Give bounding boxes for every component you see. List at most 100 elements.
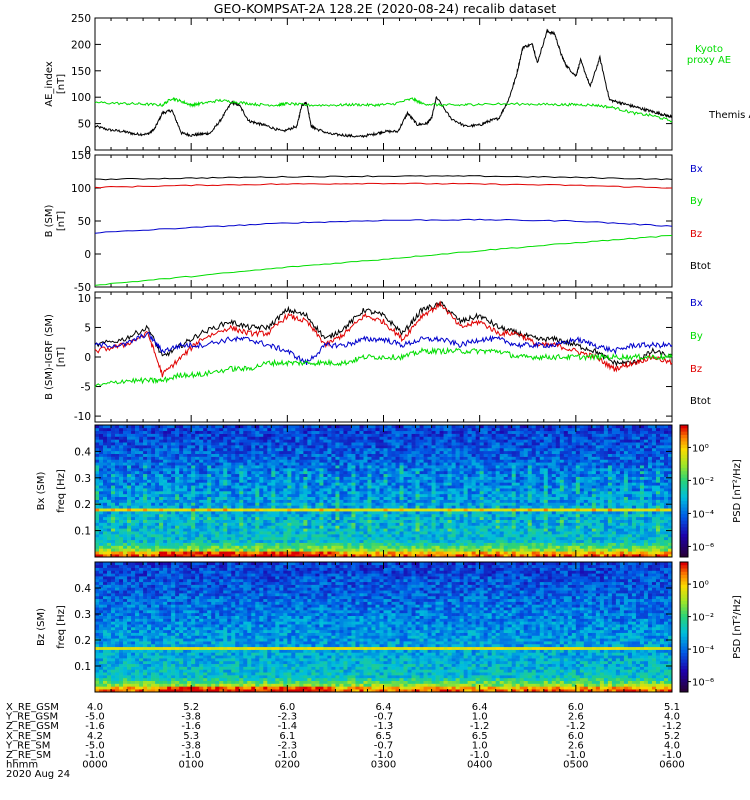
spectrogram-cell xyxy=(463,470,468,475)
spectrogram-cell xyxy=(415,522,420,526)
spectrogram-cell xyxy=(407,548,412,552)
spectrogram-cell xyxy=(375,536,380,541)
spectrogram-cell xyxy=(487,531,492,535)
spectrogram-cell xyxy=(167,430,172,434)
spectrogram-cell xyxy=(103,436,108,440)
spectrogram-cell xyxy=(483,439,488,443)
spectrogram-cell xyxy=(99,508,104,512)
spectrogram-cell xyxy=(195,436,200,440)
spectrogram-cell xyxy=(371,430,376,434)
spectrogram-cell xyxy=(107,456,112,460)
spectrogram-cell xyxy=(451,479,456,483)
spectrogram-cell xyxy=(203,554,208,558)
spectrogram-cell xyxy=(175,465,180,469)
spectrogram-cell xyxy=(183,439,188,443)
spectrogram-cell xyxy=(267,430,272,434)
spectrogram-cell xyxy=(283,531,288,535)
spectrogram-cell xyxy=(411,433,416,437)
spectrogram-cell xyxy=(395,450,400,454)
spectrogram-cell xyxy=(183,542,188,546)
spectrogram-cell xyxy=(175,459,180,463)
spectrogram-cell xyxy=(235,430,240,434)
spectrogram-cell xyxy=(371,551,376,555)
spectrogram-cell xyxy=(151,450,156,454)
spectrogram-cell xyxy=(231,425,236,429)
spectrogram-cell xyxy=(491,430,496,434)
spectrogram-cell xyxy=(187,465,192,469)
spectrogram-cell xyxy=(311,508,316,512)
spectrogram-cell xyxy=(479,468,484,472)
spectrogram-cell xyxy=(127,459,132,463)
spectrogram-cell xyxy=(431,536,436,541)
spectrogram-cell xyxy=(367,433,372,437)
spectrogram-cell xyxy=(155,459,160,463)
spectrogram-cell xyxy=(99,476,104,480)
spectrogram-cell xyxy=(419,462,424,466)
spectrogram-cell xyxy=(103,513,108,518)
spectrogram-cell xyxy=(175,539,180,543)
spectrogram-cell xyxy=(107,488,112,492)
spectrogram-cell xyxy=(451,465,456,469)
spectrogram-cell xyxy=(367,470,372,475)
spectrogram-cell xyxy=(275,485,280,489)
spectrogram-cell xyxy=(279,534,284,538)
spectrogram-cell xyxy=(347,536,352,541)
spectrogram-cell xyxy=(475,473,480,477)
spectrogram-cell xyxy=(311,488,316,492)
spectrogram-cell xyxy=(415,485,420,489)
spectrogram-cell xyxy=(387,516,392,520)
spectrogram-cell xyxy=(327,528,332,532)
legend-entry: Bz xyxy=(690,364,702,375)
spectrogram-cell xyxy=(235,439,240,443)
spectrogram-cell xyxy=(263,459,268,463)
spectrogram-cell xyxy=(95,542,100,546)
spectrogram-cell xyxy=(427,493,432,498)
spectrogram-cell xyxy=(323,465,328,469)
spectrogram-cell xyxy=(211,485,216,489)
spectrogram-cell xyxy=(187,470,192,475)
spectrogram-cell xyxy=(95,425,100,429)
spectrogram-cell xyxy=(139,519,144,523)
spectrogram-cell xyxy=(399,488,404,492)
spectrogram-cell xyxy=(139,445,144,449)
spectrogram-cell xyxy=(347,548,352,552)
spectrogram-cell xyxy=(191,493,196,498)
spectrogram-cell xyxy=(195,425,200,429)
spectrogram-cell xyxy=(331,542,336,546)
spectrogram-cell xyxy=(159,536,164,541)
spectrogram-cell xyxy=(355,459,360,463)
spectrogram-cell xyxy=(491,459,496,463)
spectrogram-cell xyxy=(363,516,368,520)
spectrogram-cell xyxy=(199,496,204,500)
spectrogram-cell xyxy=(383,502,388,506)
spectrogram-cell xyxy=(151,551,156,555)
spectrogram-cell xyxy=(459,536,464,541)
spectrogram-cell xyxy=(255,459,260,463)
spectrogram-cell xyxy=(343,453,348,457)
spectrogram-cell xyxy=(199,453,204,457)
spectrogram-cell xyxy=(203,447,208,452)
spectrogram-cell xyxy=(479,499,484,503)
spectrogram-cell xyxy=(263,442,268,446)
spectrogram-cell xyxy=(411,450,416,454)
spectrogram-cell xyxy=(315,522,320,526)
spectrogram-cell xyxy=(375,502,380,506)
spectrogram-cell xyxy=(243,465,248,469)
spectrogram-cell xyxy=(351,476,356,480)
spectrogram-cell xyxy=(307,548,312,552)
panel-frame-1 xyxy=(94,154,673,288)
spectrogram-cell xyxy=(247,525,252,529)
spectrogram-cell xyxy=(487,545,492,549)
spectrogram-cell xyxy=(259,491,264,495)
spectrogram-cell xyxy=(159,491,164,495)
spectrogram-cell xyxy=(207,479,212,483)
spectrogram-cell xyxy=(315,536,320,541)
spectrogram-cell xyxy=(215,542,220,546)
spectrogram-cell xyxy=(427,522,432,526)
spectrogram-cell xyxy=(483,453,488,457)
spectrogram-cell xyxy=(275,456,280,460)
spectrogram-cell xyxy=(371,439,376,443)
spectrogram-cell xyxy=(183,456,188,460)
spectrogram-cell xyxy=(459,482,464,486)
spectrogram-cell xyxy=(131,450,136,454)
